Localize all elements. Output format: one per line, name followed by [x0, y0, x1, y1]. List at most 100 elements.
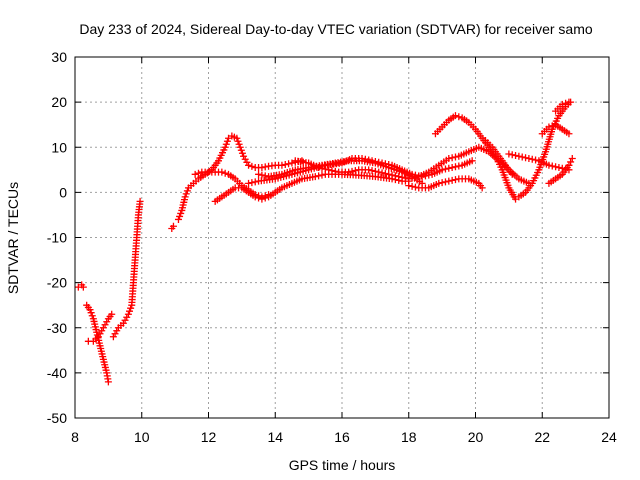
data-point [368, 157, 376, 165]
data-point [108, 310, 116, 318]
x-tick-label: 20 [468, 429, 484, 445]
data-point [255, 194, 263, 202]
data-point [251, 193, 259, 201]
data-point [96, 330, 104, 338]
data-point [361, 155, 369, 163]
data-point [508, 170, 516, 178]
data-point [86, 306, 94, 314]
data-point [448, 176, 456, 184]
data-point [111, 330, 119, 338]
data-point [240, 152, 248, 160]
data-point [136, 197, 144, 205]
data-point [248, 162, 256, 170]
data-point [508, 151, 516, 159]
data-point [243, 158, 251, 166]
data-point [99, 324, 107, 332]
x-tick-label: 24 [601, 429, 617, 445]
data-point [375, 158, 383, 166]
data-point [351, 167, 359, 175]
data-point [451, 176, 459, 184]
y-tick-label: -50 [47, 410, 67, 426]
data-point [113, 327, 121, 335]
data-point [398, 173, 406, 181]
x-axis-ticks: 8 10 12 14 16 18 20 22 24 [71, 57, 617, 445]
data-point [375, 168, 383, 176]
data-point [103, 318, 111, 326]
y-tick-label: 10 [51, 139, 67, 155]
data-point [331, 167, 339, 175]
data-point [365, 156, 373, 164]
data-point [378, 169, 386, 177]
y-tick-label: -10 [47, 230, 67, 246]
data-point [381, 160, 389, 168]
data-point [525, 155, 533, 163]
data-point [441, 165, 449, 173]
data-point [87, 309, 95, 317]
data-point [311, 173, 319, 181]
data-point [121, 316, 129, 324]
data-point [358, 155, 366, 163]
data-point [237, 146, 245, 154]
data-point [174, 215, 182, 223]
data-point [515, 152, 523, 160]
data-point [109, 333, 117, 341]
data-point [318, 171, 326, 179]
y-tick-label: -30 [47, 320, 67, 336]
data-point [408, 182, 416, 190]
data-point [169, 222, 177, 230]
data-point [236, 143, 244, 151]
data-point [94, 333, 102, 341]
data-point [512, 152, 520, 160]
data-point [438, 166, 446, 174]
y-tick-label: 20 [51, 94, 67, 110]
data-point [391, 172, 399, 180]
data-point [388, 171, 396, 179]
data-point [119, 319, 127, 327]
data-point [545, 161, 553, 169]
data-point [248, 179, 256, 187]
data-point [261, 194, 269, 202]
data-point [438, 179, 446, 187]
data-point [445, 164, 453, 172]
data-point [345, 168, 353, 176]
data-point [532, 156, 540, 164]
data-point [315, 172, 323, 180]
data-point [478, 184, 486, 192]
data-point [101, 321, 109, 329]
data-point [528, 155, 536, 163]
x-tick-label: 14 [267, 429, 283, 445]
y-tick-label: -40 [47, 365, 67, 381]
data-point [348, 167, 356, 175]
x-tick-label: 12 [201, 429, 217, 445]
data-point [183, 187, 191, 195]
data-point [124, 310, 132, 318]
data-point [222, 140, 230, 148]
data-point [411, 183, 419, 191]
y-tick-label: 0 [59, 184, 67, 200]
data-point [378, 159, 386, 167]
data-point [395, 173, 403, 181]
data-point [325, 166, 333, 174]
data-point [411, 173, 419, 181]
data-point [255, 170, 263, 178]
data-point [182, 190, 190, 198]
data-point [123, 313, 131, 321]
data-point [381, 170, 389, 178]
grid-lines [75, 57, 609, 418]
data-point [221, 143, 229, 151]
data-point [285, 160, 293, 168]
data-point [451, 112, 459, 120]
data-point [218, 168, 226, 176]
data-point [565, 130, 573, 138]
data-point [315, 164, 323, 172]
data-point [104, 378, 112, 386]
data-point [548, 162, 556, 170]
data-point [445, 177, 453, 185]
data-point [321, 165, 329, 173]
data-point [98, 327, 106, 335]
data-point [281, 161, 289, 169]
x-tick-label: 10 [134, 429, 150, 445]
data-point [238, 149, 246, 157]
data-point [445, 155, 453, 163]
data-point [405, 182, 413, 190]
